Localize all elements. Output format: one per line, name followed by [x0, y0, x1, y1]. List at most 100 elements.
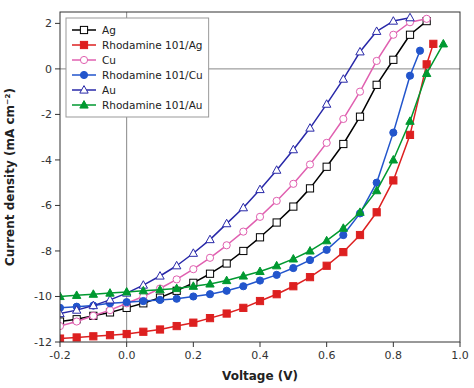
series-line — [60, 19, 427, 326]
y-tick — [55, 68, 60, 69]
y-tick-label: 0 — [45, 63, 52, 76]
point — [422, 69, 430, 76]
point — [372, 27, 380, 34]
point — [390, 129, 397, 136]
series-line — [60, 18, 410, 314]
point — [223, 287, 230, 294]
legend-label: Au — [102, 84, 116, 96]
point — [389, 156, 397, 163]
series — [60, 13, 414, 316]
x-axis-label: Voltage (V) — [222, 369, 298, 383]
y-tick-label: -8 — [41, 245, 52, 258]
point — [190, 319, 197, 326]
point — [140, 328, 147, 335]
point — [323, 262, 330, 269]
point — [406, 72, 413, 79]
point — [156, 272, 164, 279]
series — [60, 15, 430, 329]
point — [406, 13, 414, 20]
point — [256, 234, 263, 241]
point — [416, 47, 423, 54]
point — [223, 310, 230, 317]
point — [172, 261, 180, 268]
y-tick — [55, 159, 60, 160]
x-tick — [193, 342, 194, 347]
point — [123, 299, 130, 306]
point — [173, 322, 180, 329]
point — [373, 57, 380, 64]
point — [290, 283, 297, 290]
point — [206, 254, 213, 261]
point — [406, 31, 413, 38]
point — [390, 31, 397, 38]
point — [240, 228, 247, 235]
x-tick — [460, 342, 461, 347]
y-tick-label: -10 — [34, 290, 52, 303]
legend-marker — [80, 101, 88, 108]
point — [140, 297, 147, 304]
point — [289, 145, 297, 152]
point — [223, 242, 230, 249]
point — [372, 186, 380, 193]
point — [60, 335, 64, 342]
x-tick — [60, 342, 61, 347]
point — [206, 291, 213, 298]
y-tick-label: 2 — [45, 17, 52, 30]
point — [306, 161, 313, 168]
plot-data — [60, 13, 448, 342]
point — [173, 295, 180, 302]
series-line — [60, 51, 420, 308]
point — [189, 249, 197, 256]
point — [356, 47, 364, 54]
x-tick-label: 0.8 — [385, 349, 403, 362]
point — [60, 322, 64, 329]
point — [340, 115, 347, 122]
x-tick — [326, 342, 327, 347]
point — [290, 180, 297, 187]
legend-label: Cu — [102, 54, 116, 66]
point — [306, 124, 314, 131]
point — [73, 318, 80, 325]
legend-box — [66, 18, 209, 117]
point — [106, 332, 113, 339]
point — [430, 40, 437, 47]
point — [240, 247, 247, 254]
point — [306, 247, 314, 254]
point — [206, 280, 214, 287]
point — [123, 330, 130, 337]
point — [273, 291, 280, 298]
point — [256, 267, 264, 274]
point — [390, 56, 397, 63]
point — [90, 302, 97, 309]
legend-marker — [80, 71, 87, 78]
legend-label: Rhodamine 101/Cu — [102, 69, 203, 81]
x-tick — [260, 342, 261, 347]
point — [272, 166, 280, 173]
point — [239, 203, 247, 210]
y-axis-label: Current density (mA cm⁻²) — [3, 88, 17, 266]
point — [256, 297, 263, 304]
x-tick — [126, 342, 127, 347]
y-tick — [55, 250, 60, 251]
point — [356, 231, 363, 238]
point — [173, 276, 180, 283]
point — [340, 140, 347, 147]
point — [306, 185, 313, 192]
y-tick-label: -6 — [41, 199, 52, 212]
point — [90, 333, 97, 340]
point — [339, 224, 347, 231]
point — [340, 231, 347, 238]
point — [89, 290, 97, 297]
x-tick-label: 0.2 — [185, 349, 203, 362]
point — [323, 246, 330, 253]
point — [389, 17, 397, 24]
x-tick-label: 0.4 — [251, 349, 269, 362]
point — [256, 277, 263, 284]
point — [156, 326, 163, 333]
y-tick — [55, 342, 60, 343]
point — [190, 266, 197, 273]
zero-lines — [60, 12, 460, 342]
axes: -0.20.00.20.40.60.81.0-12-10-8-6-4-202 — [34, 17, 469, 362]
y-tick-label: -12 — [34, 336, 52, 349]
point — [406, 117, 414, 124]
